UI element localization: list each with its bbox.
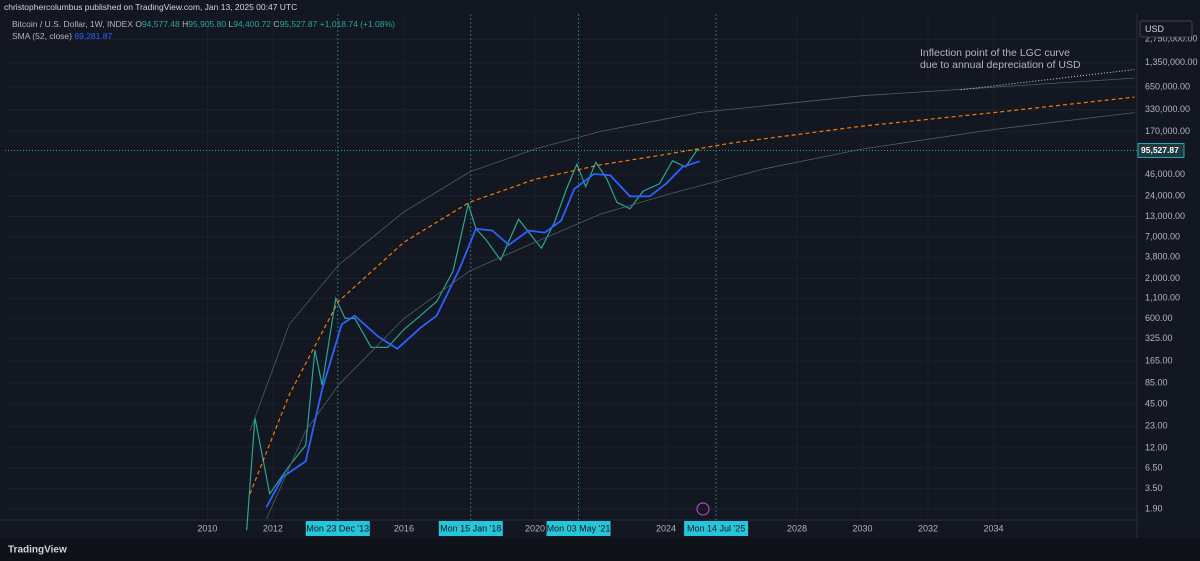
x-tick-label: 2032 bbox=[918, 523, 938, 533]
y-tick-label: 7,000.00 bbox=[1145, 231, 1180, 241]
series-line bbox=[265, 160, 700, 508]
x-tick-label: 2010 bbox=[197, 523, 217, 533]
annotation-line: Inflection point of the LGC curve bbox=[920, 47, 1070, 59]
indicator-value: 69,281.87 bbox=[74, 31, 113, 41]
y-tick-label: 600.00 bbox=[1145, 313, 1173, 323]
symbol: Bitcoin / U.S. Dollar, 1W, INDEX bbox=[12, 19, 133, 29]
date-marker-label: Mon 23 Dec '13 bbox=[306, 523, 369, 533]
y-tick-label: 325.00 bbox=[1145, 333, 1173, 343]
brand: TradingView bbox=[8, 545, 67, 556]
date-marker-label: Mon 03 May '21 bbox=[547, 523, 611, 533]
legend-row: Bitcoin / U.S. Dollar, 1W, INDEX O94,577… bbox=[12, 19, 395, 29]
y-tick-label: 330,000.00 bbox=[1145, 104, 1190, 114]
ohlc-value: 94,400.72 bbox=[233, 19, 272, 29]
y-tick-label: 1,100.00 bbox=[1145, 293, 1180, 303]
annotation: Inflection point of the LGC curve due to … bbox=[920, 47, 1081, 71]
date-marker-label: Mon 14 Jul '25 bbox=[687, 523, 745, 533]
ohlc-value: 95,527.87 bbox=[279, 19, 318, 29]
series-line bbox=[246, 149, 700, 531]
y-tick-label: 24,000.00 bbox=[1145, 191, 1185, 201]
indicator: SMA (52, close) bbox=[12, 31, 72, 41]
x-tick-label: 2024 bbox=[656, 523, 676, 533]
y-tick-label: 165.00 bbox=[1145, 356, 1173, 366]
x-tick-label: 2028 bbox=[787, 523, 807, 533]
date-marker-box bbox=[546, 521, 611, 536]
ohlc-label: L bbox=[228, 19, 234, 29]
date-marker-box bbox=[305, 521, 370, 536]
series-line bbox=[960, 69, 1135, 91]
y-tick-label: 1,350,000.00 bbox=[1145, 57, 1198, 67]
y-tick-label: 46,000.00 bbox=[1145, 169, 1185, 179]
publisher: christophercolumbus published on Trading… bbox=[4, 2, 298, 12]
currency: USD bbox=[1145, 24, 1165, 34]
date-marker-box bbox=[684, 521, 749, 536]
ohlc-label: C bbox=[273, 19, 280, 29]
annotation-line: due to annual depreciation of USD bbox=[920, 59, 1081, 71]
footer-bar bbox=[0, 538, 1200, 561]
y-tick-label: 13,000.00 bbox=[1145, 211, 1185, 221]
date-marker-box bbox=[438, 521, 503, 536]
currency-box[interactable] bbox=[1139, 20, 1193, 38]
y-tick-label: 1.90 bbox=[1145, 503, 1163, 513]
y-tick-label: 45.00 bbox=[1145, 399, 1168, 409]
last-price-box bbox=[1137, 143, 1185, 158]
x-tick-label: 2030 bbox=[853, 523, 873, 533]
y-tick-label: 170,000.00 bbox=[1145, 126, 1190, 136]
chart-bg bbox=[0, 14, 1200, 538]
ohlc-value: 94,577.48 bbox=[141, 19, 180, 29]
y-tick-label: 6.50 bbox=[1145, 463, 1163, 473]
ohlc-value: 95,905.80 bbox=[188, 19, 227, 29]
series-line bbox=[249, 96, 1135, 495]
y-tick-label: 3.50 bbox=[1145, 483, 1163, 493]
x-tick-label: 2020 bbox=[525, 523, 545, 533]
x-tick-label: 2012 bbox=[263, 523, 283, 533]
last-price-label: 95,527.87 bbox=[1141, 145, 1179, 155]
y-tick-label: 3,800.00 bbox=[1145, 252, 1180, 262]
y-tick-label: 23.00 bbox=[1145, 421, 1168, 431]
series-line bbox=[249, 77, 1135, 432]
x-tick-label: 2034 bbox=[984, 523, 1004, 533]
indicator-row: SMA (52, close) 69,281.87 bbox=[12, 31, 112, 41]
change: +1,018.74 (+1.08%) bbox=[319, 19, 395, 29]
x-tick-label: 2016 bbox=[394, 523, 414, 533]
y-tick-label: 85.00 bbox=[1145, 377, 1168, 387]
y-tick-label: 650,000.00 bbox=[1145, 81, 1190, 91]
ohlc-label: O bbox=[135, 19, 142, 29]
event-icon[interactable] bbox=[696, 502, 710, 516]
y-tick-label: 2,000.00 bbox=[1145, 273, 1180, 283]
y-tick-label: 2,750,000.00 bbox=[1145, 34, 1198, 44]
date-marker-label: Mon 15 Jan '18 bbox=[440, 523, 501, 533]
y-tick-label: 12.00 bbox=[1145, 442, 1168, 452]
ohlc-label: H bbox=[182, 19, 189, 29]
series-line bbox=[266, 112, 1135, 520]
